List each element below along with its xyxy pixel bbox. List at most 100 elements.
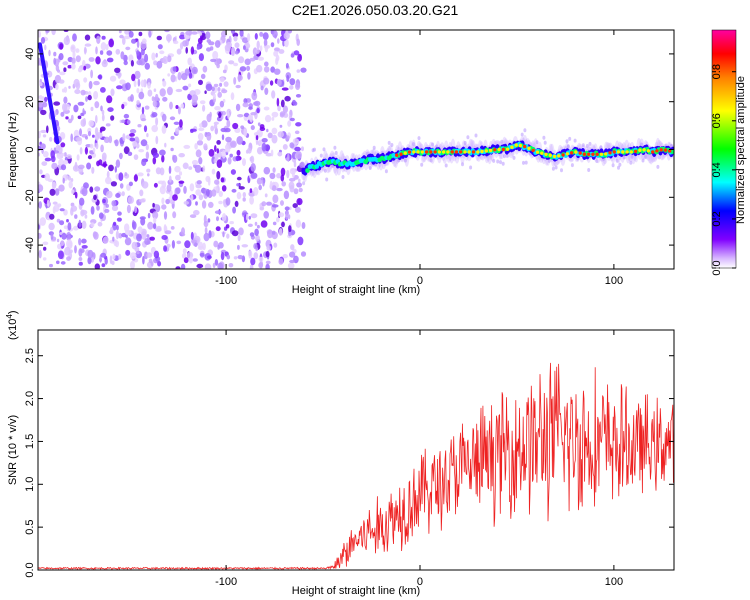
noise-speckle: [39, 217, 46, 226]
noise-speckle: [138, 91, 145, 100]
noise-speckle: [213, 83, 219, 88]
noise-speckle: [247, 114, 253, 121]
ridge-halo: [469, 165, 473, 170]
noise-speckle: [271, 230, 276, 235]
noise-speckle: [166, 243, 171, 248]
noise-speckle: [118, 232, 123, 239]
noise-speckle: [196, 45, 200, 50]
noise-speckle: [219, 82, 223, 87]
noise-speckle: [247, 223, 253, 227]
noise-speckle: [126, 119, 131, 125]
noise-speckle: [280, 99, 285, 108]
noise-speckle: [285, 213, 289, 220]
noise-speckle: [250, 125, 255, 131]
noise-speckle: [101, 263, 106, 268]
ridge-halo: [523, 128, 527, 133]
noise-speckle: [214, 145, 217, 152]
noise-speckle: [84, 43, 92, 47]
noise-speckle: [108, 135, 113, 144]
noise-speckle: [66, 219, 69, 223]
noise-speckle: [64, 152, 67, 157]
noise-speckle: [81, 245, 88, 249]
noise-speckle: [93, 194, 97, 200]
ridge-halo: [560, 168, 563, 173]
noise-speckle: [280, 167, 286, 177]
noise-speckle: [263, 66, 270, 73]
ridge-halo: [384, 169, 388, 174]
noise-speckle: [99, 50, 104, 55]
noise-speckle: [236, 183, 240, 187]
colorbar-tick-label: 0.8: [711, 64, 723, 79]
noise-speckle: [125, 46, 131, 51]
ridge-peak: [441, 150, 446, 154]
ridge-halo: [302, 181, 306, 186]
snr-y-tick-label: 1.5: [24, 434, 36, 449]
noise-speckle: [292, 99, 296, 106]
noise-speckle: [81, 187, 88, 197]
ridge-halo: [542, 135, 546, 140]
noise-speckle: [94, 263, 100, 269]
noise-speckle: [67, 118, 73, 124]
noise-speckle: [235, 156, 239, 162]
noise-speckle: [233, 62, 239, 67]
noise-speckle: [131, 38, 137, 44]
noise-speckle: [204, 263, 212, 269]
ridge-halo: [554, 165, 558, 170]
noise-speckle: [234, 200, 239, 207]
noise-speckle: [289, 251, 296, 258]
noise-speckle: [241, 244, 249, 248]
noise-speckle: [179, 119, 183, 128]
noise-speckle: [83, 77, 88, 83]
noise-speckle: [226, 119, 231, 128]
noise-speckle: [224, 44, 231, 52]
noise-speckle: [248, 106, 253, 110]
noise-speckle: [131, 73, 136, 82]
spectrogram-x-tick-label: -100: [215, 275, 237, 287]
noise-speckle: [56, 260, 60, 265]
noise-speckle: [191, 159, 199, 166]
spectrogram-y-tick-label: -40: [24, 237, 36, 253]
snr-x-tick-label: 100: [605, 576, 623, 588]
noise-speckle: [279, 124, 283, 128]
noise-speckle: [239, 30, 244, 37]
noise-speckle: [70, 205, 78, 212]
noise-speckle: [274, 47, 280, 52]
noise-speckle: [93, 90, 99, 100]
noise-speckle: [42, 257, 47, 261]
noise-speckle: [38, 131, 41, 139]
noise-speckle: [150, 261, 154, 267]
noise-speckle: [228, 263, 234, 268]
noise-speckle: [198, 194, 204, 201]
ridge-peak: [471, 150, 476, 154]
noise-speckle: [51, 181, 57, 190]
noise-speckle: [105, 176, 112, 185]
noise-speckle: [250, 213, 258, 219]
noise-speckle: [53, 51, 57, 57]
noise-speckle: [257, 122, 261, 126]
noise-speckle: [162, 56, 169, 64]
noise-speckle: [155, 135, 159, 145]
noise-speckle: [164, 30, 170, 33]
noise-speckle: [100, 42, 107, 51]
ridge-peak: [544, 152, 548, 156]
ridge-halo: [420, 162, 424, 167]
noise-speckle: [266, 245, 272, 251]
noise-speckle: [271, 90, 276, 99]
noise-speckle: [44, 157, 52, 162]
noise-speckle: [203, 232, 210, 242]
noise-speckle: [229, 221, 234, 225]
noise-speckle: [159, 185, 166, 195]
ridge-halo: [334, 151, 338, 155]
noise-speckle: [199, 252, 205, 257]
noise-speckle: [284, 95, 291, 102]
noise-speckle: [237, 234, 241, 242]
ridge-peak: [505, 147, 510, 151]
noise-speckle: [200, 73, 206, 79]
noise-speckle: [228, 60, 235, 65]
noise-speckle: [39, 169, 43, 175]
noise-speckle: [287, 153, 290, 163]
noise-speckle: [246, 65, 251, 71]
noise-speckle: [149, 236, 155, 241]
noise-speckle: [263, 166, 271, 175]
noise-speckle: [282, 254, 289, 259]
